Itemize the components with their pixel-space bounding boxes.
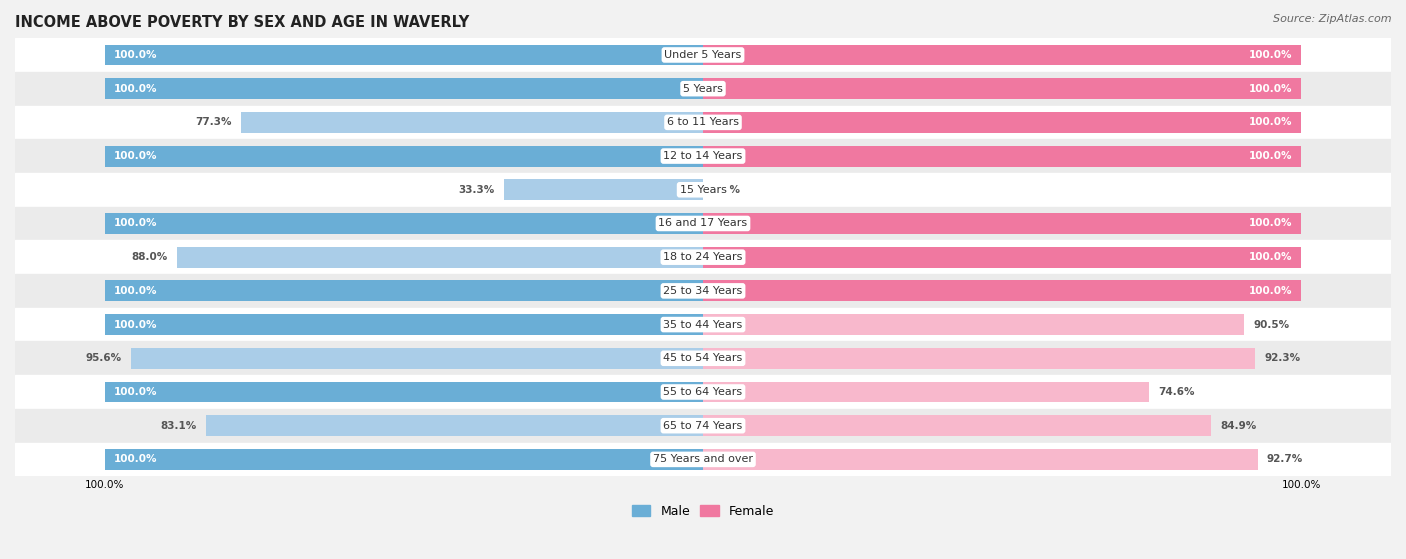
Text: 0.0%: 0.0% (711, 185, 741, 195)
Text: 18 to 24 Years: 18 to 24 Years (664, 252, 742, 262)
Text: 88.0%: 88.0% (131, 252, 167, 262)
Text: 75 Years and over: 75 Years and over (652, 454, 754, 465)
Bar (15, 207, 1391, 240)
Text: 5 Years: 5 Years (683, 84, 723, 94)
Text: 92.3%: 92.3% (1264, 353, 1301, 363)
Bar (104, 281, 703, 301)
Text: 100.0%: 100.0% (114, 454, 157, 465)
Text: 6 to 11 Years: 6 to 11 Years (666, 117, 740, 127)
Text: 83.1%: 83.1% (160, 421, 197, 430)
Text: 84.9%: 84.9% (1220, 421, 1256, 430)
Text: 77.3%: 77.3% (195, 117, 232, 127)
Bar (15, 139, 1391, 173)
Text: Source: ZipAtlas.com: Source: ZipAtlas.com (1274, 14, 1392, 24)
Text: 65 to 74 Years: 65 to 74 Years (664, 421, 742, 430)
Bar (15, 72, 1391, 106)
Bar (15, 173, 1391, 207)
Bar (703, 449, 1257, 470)
Text: 100.0%: 100.0% (1249, 286, 1292, 296)
Text: 100.0%: 100.0% (1249, 219, 1292, 229)
Bar (15, 274, 1391, 307)
Bar (177, 247, 703, 268)
Legend: Male, Female: Male, Female (627, 500, 779, 523)
Bar (104, 449, 703, 470)
Text: 100.0%: 100.0% (114, 84, 157, 94)
Bar (104, 382, 703, 402)
Bar (131, 348, 703, 369)
Bar (15, 375, 1391, 409)
Bar (703, 146, 1302, 167)
Text: 15 Years: 15 Years (679, 185, 727, 195)
Text: 100.0%: 100.0% (114, 151, 157, 161)
Bar (205, 415, 703, 436)
Bar (503, 179, 703, 200)
Bar (703, 78, 1302, 99)
Text: 92.7%: 92.7% (1267, 454, 1303, 465)
Bar (104, 78, 703, 99)
Bar (15, 38, 1391, 72)
Text: 100.0%: 100.0% (114, 387, 157, 397)
Bar (104, 314, 703, 335)
Text: 33.3%: 33.3% (458, 185, 495, 195)
Text: 100.0%: 100.0% (114, 320, 157, 330)
Text: 16 and 17 Years: 16 and 17 Years (658, 219, 748, 229)
Text: 100.0%: 100.0% (114, 219, 157, 229)
Bar (15, 106, 1391, 139)
Text: 74.6%: 74.6% (1159, 387, 1195, 397)
Text: 35 to 44 Years: 35 to 44 Years (664, 320, 742, 330)
Bar (15, 443, 1391, 476)
Bar (703, 314, 1244, 335)
Bar (703, 112, 1302, 133)
Text: 25 to 34 Years: 25 to 34 Years (664, 286, 742, 296)
Text: 100.0%: 100.0% (1249, 252, 1292, 262)
Bar (15, 307, 1391, 342)
Text: 100.0%: 100.0% (1249, 50, 1292, 60)
Bar (104, 45, 703, 65)
Bar (15, 409, 1391, 443)
Bar (104, 213, 703, 234)
Bar (703, 281, 1302, 301)
Text: 55 to 64 Years: 55 to 64 Years (664, 387, 742, 397)
Text: 100.0%: 100.0% (1249, 84, 1292, 94)
Bar (15, 342, 1391, 375)
Bar (703, 348, 1256, 369)
Bar (703, 382, 1149, 402)
Text: 100.0%: 100.0% (1249, 151, 1292, 161)
Text: 100.0%: 100.0% (1249, 117, 1292, 127)
Bar (703, 45, 1302, 65)
Bar (15, 240, 1391, 274)
Text: 90.5%: 90.5% (1253, 320, 1289, 330)
Text: 95.6%: 95.6% (86, 353, 122, 363)
Text: Under 5 Years: Under 5 Years (665, 50, 741, 60)
Text: INCOME ABOVE POVERTY BY SEX AND AGE IN WAVERLY: INCOME ABOVE POVERTY BY SEX AND AGE IN W… (15, 15, 470, 30)
Text: 100.0%: 100.0% (114, 286, 157, 296)
Bar (240, 112, 703, 133)
Bar (703, 415, 1211, 436)
Text: 100.0%: 100.0% (114, 50, 157, 60)
Bar (703, 213, 1302, 234)
Text: 12 to 14 Years: 12 to 14 Years (664, 151, 742, 161)
Text: 45 to 54 Years: 45 to 54 Years (664, 353, 742, 363)
Bar (703, 247, 1302, 268)
Bar (104, 146, 703, 167)
